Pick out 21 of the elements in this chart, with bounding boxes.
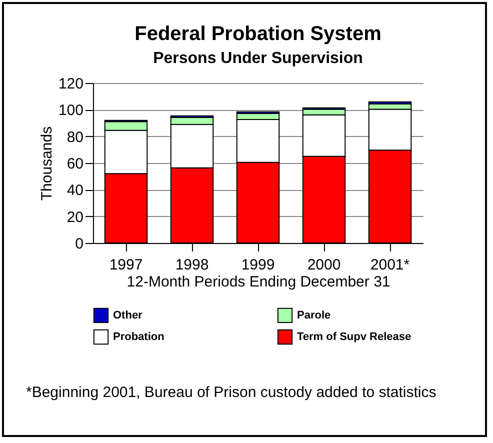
legend-label: Parole bbox=[297, 309, 331, 322]
y-axis-title: Thousands bbox=[38, 126, 56, 201]
x-tick-label: 1997 bbox=[109, 256, 143, 274]
x-tick-label: 2001* bbox=[370, 256, 410, 274]
chart-title: Federal Probation System bbox=[134, 23, 382, 45]
y-tick-label: 120 bbox=[58, 76, 84, 92]
y-tick-label: 20 bbox=[66, 208, 84, 226]
y-tick-label: 0 bbox=[75, 236, 84, 252]
legend-label: Term of Supv Release bbox=[297, 331, 412, 343]
legend-label: Probation bbox=[113, 331, 165, 343]
y-tick-label: 80 bbox=[66, 128, 84, 146]
x-axis-title: 12-Month Periods Ending December 31 bbox=[126, 274, 390, 290]
y-tick-label: 100 bbox=[58, 102, 84, 120]
y-tick-label: 60 bbox=[66, 156, 84, 172]
x-tick-label: 1998 bbox=[175, 256, 209, 274]
x-tick-label: 2000 bbox=[307, 256, 341, 274]
legend-label: Other bbox=[113, 309, 144, 322]
y-tick-label: 40 bbox=[66, 182, 84, 200]
text: *Beginning 2001, Bureau of Prison custody added to statistics bbox=[26, 384, 438, 402]
x-tick-label: 1999 bbox=[241, 256, 275, 274]
chart-subtitle: Persons Under Supervision bbox=[153, 50, 363, 67]
